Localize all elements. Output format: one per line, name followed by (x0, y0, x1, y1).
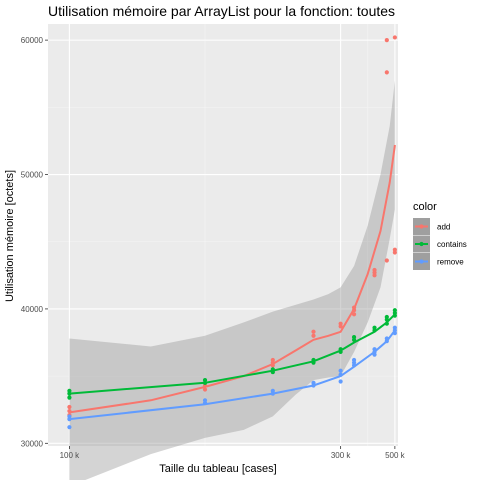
legend-label-contains: contains (437, 240, 467, 249)
point-add (384, 70, 389, 75)
y-tick-label: 60000 (21, 36, 44, 45)
band-add (69, 80, 395, 480)
y-tick-label: 40000 (21, 305, 44, 314)
y-tick-label: 50000 (21, 171, 44, 180)
point-add (392, 35, 397, 40)
x-axis-title: Taille du tableau [cases] (159, 463, 276, 475)
point-remove (392, 325, 397, 330)
point-remove (351, 357, 357, 363)
point-remove (67, 414, 72, 419)
point-remove (311, 380, 316, 385)
point-remove (270, 388, 275, 393)
legend-label-remove: remove (437, 258, 464, 267)
point-contains (392, 308, 397, 313)
point-add (311, 329, 316, 334)
axes: 30000 40000 50000 60000 100 k 300 k 500 k (21, 36, 406, 460)
confidence-band (69, 80, 395, 480)
line-contains (69, 313, 396, 395)
point-contains (372, 325, 377, 330)
point-contains (351, 335, 357, 340)
point-remove (338, 379, 343, 384)
point-remove (67, 425, 72, 430)
point-remove (338, 368, 343, 373)
point-add (270, 357, 275, 363)
point-contains (202, 378, 208, 383)
x-tick-label: 100 k (60, 451, 81, 460)
point-contains (67, 395, 72, 400)
point-add (67, 404, 72, 410)
legend-title: color (413, 201, 437, 213)
point-add (384, 38, 389, 43)
point-add (372, 267, 377, 273)
point-add (202, 387, 208, 392)
point-add (351, 312, 357, 317)
legend-point-remove (419, 259, 424, 264)
legend-point-add (419, 224, 424, 229)
point-add (311, 333, 316, 338)
point-contains (67, 388, 72, 393)
smooth-lines (69, 144, 396, 421)
y-tick-label: 30000 (21, 439, 44, 448)
point-add (384, 258, 389, 263)
legend: color add contains remove (413, 201, 467, 270)
x-tick-label: 300 k (331, 451, 352, 460)
chart-title: Utilisation mémoire par ArrayList pour l… (48, 3, 395, 19)
point-add (338, 321, 343, 326)
x-tick-label: 500 k (385, 451, 406, 460)
point-contains (384, 314, 389, 320)
legend-label-add: add (437, 223, 450, 232)
line-remove (69, 329, 396, 421)
point-add (392, 247, 397, 252)
y-axis-title: Utilisation mémoire [octets] (4, 170, 16, 302)
legend-point-contains (419, 241, 424, 247)
point-remove (202, 398, 208, 403)
line-add (69, 144, 396, 414)
